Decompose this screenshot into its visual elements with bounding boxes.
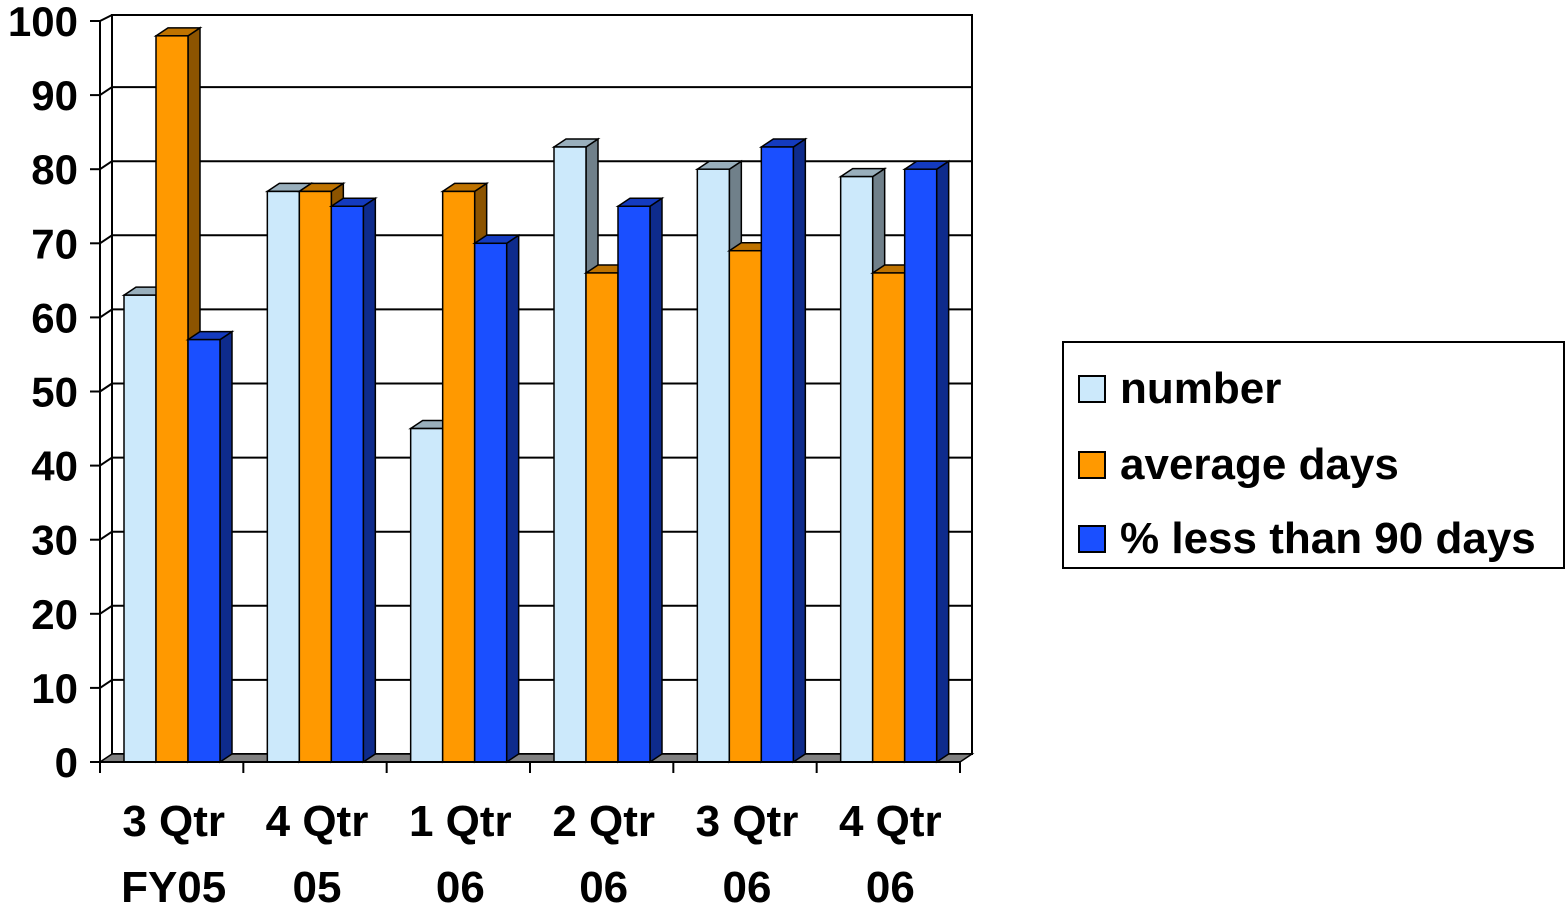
y-tick-label: 90 [31,72,78,119]
bar-less-than-90-days-0-side [219,330,233,764]
bar-number-5-front [839,175,874,763]
x-tick-label: 06 [723,863,772,910]
y-tick-label: 10 [31,665,78,712]
gridline-side [99,308,113,319]
bar-less-than-90-days-4 [758,137,808,764]
x-tick-label: 06 [436,863,485,910]
gridline-side [99,679,113,689]
x-tick-label: 05 [293,863,342,910]
bars [121,26,952,764]
bar-less-than-90-days-0 [185,330,235,764]
bar-average-days-3-front [585,272,619,763]
legend-swatch-less-than-90 [1078,525,1106,553]
x-tick-label: 4 Qtr [266,797,369,846]
y-tick-label: 40 [31,443,78,490]
legend-swatch-number [1078,375,1106,403]
gridline-side [99,234,113,245]
x-tick-label: 2 Qtr [552,797,655,846]
bar-less-than-90-days-5-front [903,168,938,763]
axes [90,14,961,773]
y-tick-labels: 0 10 20 30 40 50 60 70 80 90 100 [8,0,78,786]
bar-average-days-4-front [728,249,763,763]
x-tick-label: 3 Qtr [122,797,225,846]
bar-number-1-front [266,190,301,763]
x-tick-labels: 3 Qtr FY05 4 Qtr 05 1 Qtr 06 2 Qtr 06 3 Qtr 06 4 Q… [121,797,942,912]
legend-item-less-than-90: % less than 90 days [1078,511,1536,567]
bar-average-days-2-front [441,190,476,763]
x-tick-label: 4 Qtr [839,797,942,846]
legend: number average days % less than 90 days [1062,341,1565,569]
gridline-side [99,382,113,393]
legend-swatch-average-days [1078,451,1106,479]
legend-label-less-than-90: % less than 90 days [1120,514,1536,563]
bar-less-than-90-days-4-front [760,146,795,763]
legend-item-average-days: average days [1078,437,1399,493]
bar-average-days-1-front [298,190,333,763]
bar-average-days-0-front [155,35,189,763]
y-tick-label: 20 [31,591,78,638]
y-tick-label: 0 [55,739,78,786]
bar-less-than-90-days-3-side [649,196,663,764]
y-tick-label: 70 [31,220,78,267]
gridline-side [99,456,113,467]
bar-less-than-90-days-2-front [473,242,508,763]
y-tick-label: 60 [31,294,78,341]
bar-less-than-90-days-5-side [935,159,950,764]
gridlines [99,14,973,755]
gridline-side [99,86,113,96]
bar-less-than-90-days-1-front [330,205,365,763]
legend-label-average-days: average days [1120,440,1399,489]
x-tick-label: FY05 [121,863,226,910]
bar-less-than-90-days-2-side [505,233,520,764]
bar-average-days-5-front [871,272,906,763]
y-tick-label: 100 [8,0,78,45]
bar-number-3-front [553,146,587,763]
bar-less-than-90-days-3 [615,196,665,764]
y-tick-label: 30 [31,517,78,564]
gridline-side [99,530,113,541]
x-tick-label: 06 [579,863,628,910]
bar-less-than-90-days-2 [472,233,522,764]
bar-number-4-front [696,168,731,763]
bar-less-than-90-days-5 [902,159,952,764]
bar-less-than-90-days-1 [328,196,378,764]
bar-less-than-90-days-1-side [362,196,377,764]
y-tick-label: 80 [31,146,78,193]
bar-less-than-90-days-4-side [792,137,807,764]
gridline-side [99,160,113,171]
gridline-side [99,604,113,615]
x-tick-label: 06 [866,863,915,910]
bar-less-than-90-days-0-front [187,338,221,763]
legend-item-number: number [1078,361,1281,417]
bar-number-0-front [123,294,157,763]
x-tick-label: 1 Qtr [409,797,512,846]
legend-label-number: number [1120,364,1282,413]
y-axis-top-edge [99,14,113,22]
y-tick-label: 50 [31,369,78,416]
x-tick-label: 3 Qtr [696,797,799,846]
bar-less-than-90-days-3-front [617,205,651,763]
bar-number-2-front [409,427,444,763]
